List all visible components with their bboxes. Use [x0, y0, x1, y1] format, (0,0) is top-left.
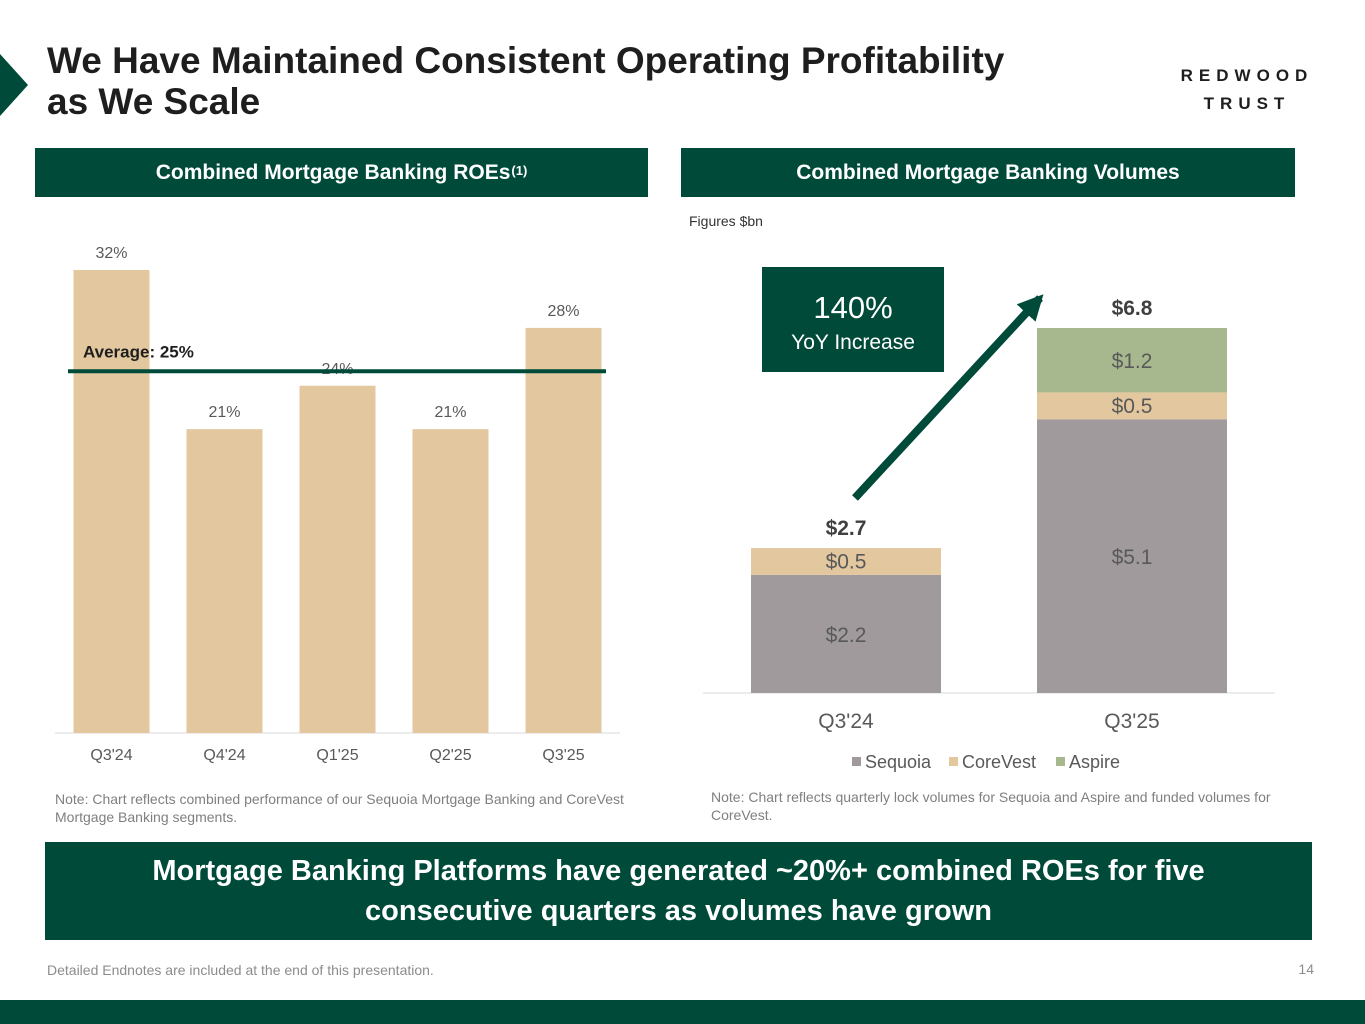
volume-x-tick-label: Q3'25 — [1104, 710, 1159, 733]
page-title-line-2: as We Scale — [47, 81, 261, 122]
yoy-callout-box — [762, 267, 944, 372]
volume-bar-sequoia — [1037, 419, 1227, 693]
page-title-line-1: We Have Maintained Consistent Operating … — [47, 40, 1005, 81]
roe-x-tick-label: Q4'24 — [203, 747, 245, 764]
volume-chart-header-text: Combined Mortgage Banking Volumes — [796, 160, 1180, 184]
volume-stacked-bar-chart: $2.2 $0.5 $2.7 Q3'24 $5.1 $0.5 $1.2 $6.8 Q3'25 Se… — [703, 267, 1275, 772]
roe-bar — [525, 327, 602, 733]
legend-label-aspire: Aspire — [1069, 752, 1120, 772]
legend-swatch-corevest — [949, 757, 958, 766]
volume-bar-sequoia — [751, 574, 941, 693]
roe-bar — [73, 270, 150, 733]
redwood-trust-logo: REDWOOD TRUST — [1172, 62, 1322, 118]
roe-chart-header-text: Combined Mortgage Banking ROEs — [155, 160, 511, 184]
yoy-callout-value: 140% — [813, 290, 892, 325]
volume-segment-label: $2.2 — [826, 624, 867, 647]
roe-data-label: 32% — [95, 245, 127, 262]
volume-segment-label: $5.1 — [1112, 546, 1153, 569]
roe-x-tick-label: Q3'25 — [542, 747, 584, 764]
logo-line-1: REDWOOD — [1180, 66, 1314, 85]
volume-bar-aspire — [1037, 328, 1227, 393]
endnotes-footer: Detailed Endnotes are included at the en… — [47, 962, 434, 978]
roe-bar — [299, 385, 376, 733]
volume-chart-note: Note: Chart reflects quarterly lock volu… — [711, 789, 1271, 823]
roe-bar — [412, 429, 489, 733]
roe-bar-chart: 32% Q3'24 21% Q4'24 24% Q1'25 21% Q2'25 28% Q3'25… — [55, 245, 620, 764]
average-reference-label: Average: 25% — [83, 342, 194, 361]
bottom-brand-bar — [0, 1000, 1365, 1024]
title-arrow-marker — [0, 54, 28, 116]
summary-banner-line-1: Mortgage Banking Platforms have generate… — [152, 855, 1205, 887]
yoy-callout-label: YoY Increase — [791, 331, 915, 354]
page-title: We Have Maintained Consistent Operating … — [47, 40, 1097, 122]
roe-chart-header: Combined Mortgage Banking ROEs (1) — [35, 148, 648, 197]
roe-x-tick-label: Q1'25 — [316, 747, 358, 764]
legend-label-corevest: CoreVest — [962, 752, 1036, 772]
roe-data-label: 28% — [547, 303, 579, 320]
volume-x-tick-label: Q3'24 — [818, 710, 874, 733]
volume-total-label: $2.7 — [826, 517, 867, 540]
roe-data-label: 24% — [321, 361, 353, 378]
roe-data-label: 21% — [208, 404, 240, 421]
page-number: 14 — [1298, 961, 1314, 977]
volume-segment-label: $1.2 — [1112, 350, 1153, 373]
legend-swatch-aspire — [1056, 757, 1065, 766]
volume-segment-label: $0.5 — [1112, 395, 1153, 418]
volume-chart-header: Combined Mortgage Banking Volumes — [681, 148, 1295, 197]
logo-line-2: TRUST — [1203, 94, 1291, 113]
volume-segment-label: $0.5 — [826, 550, 867, 573]
volume-bar-corevest — [751, 548, 941, 575]
growth-arrow — [852, 294, 1044, 501]
summary-banner-line-2: consecutive quarters as volumes have gro… — [365, 895, 992, 927]
figures-unit-label: Figures $bn — [689, 213, 763, 229]
roe-x-tick-label: Q2'25 — [429, 747, 471, 764]
roe-bar — [186, 429, 263, 733]
legend-label-sequoia: Sequoia — [865, 752, 932, 772]
roe-chart-header-footnote: (1) — [511, 163, 528, 178]
roe-x-tick-label: Q3'24 — [90, 747, 132, 764]
volume-total-label: $6.8 — [1112, 297, 1153, 320]
summary-banner: Mortgage Banking Platforms have generate… — [45, 842, 1312, 940]
legend-swatch-sequoia — [852, 757, 861, 766]
roe-data-label: 21% — [434, 404, 466, 421]
roe-chart-note: Note: Chart reflects combined performanc… — [55, 791, 624, 825]
volume-bar-corevest — [1037, 392, 1227, 420]
